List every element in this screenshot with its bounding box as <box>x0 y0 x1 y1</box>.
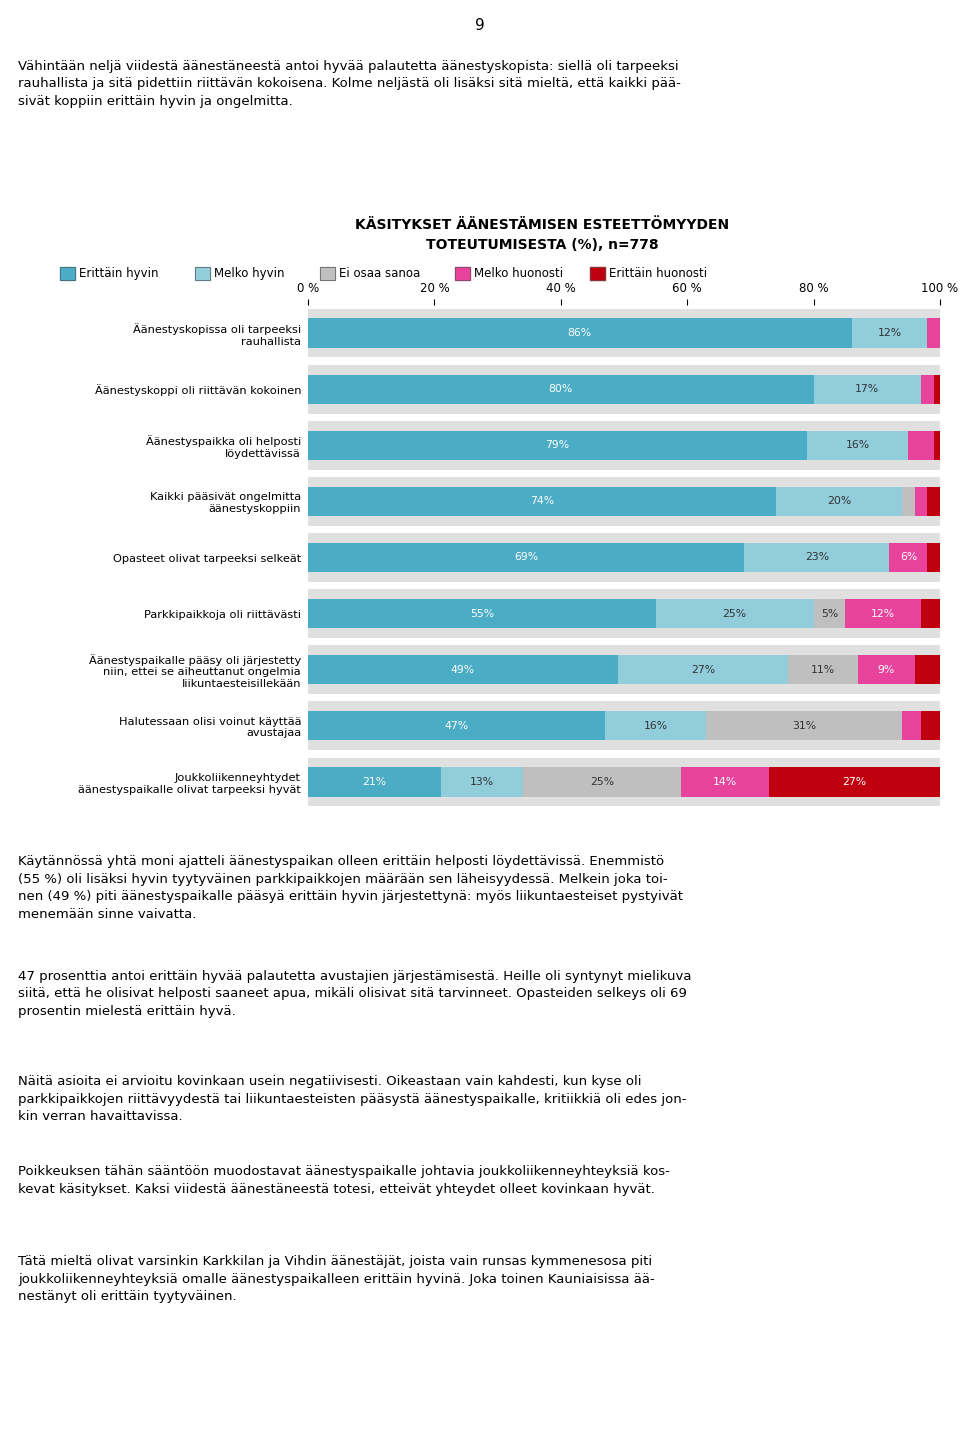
Bar <box>308 599 656 629</box>
Bar <box>921 711 940 741</box>
Text: 9: 9 <box>475 17 485 33</box>
Text: 25%: 25% <box>723 608 747 618</box>
Text: 74%: 74% <box>530 496 554 506</box>
Bar <box>927 319 940 348</box>
Text: Melko huonosti: Melko huonosti <box>474 266 564 279</box>
Bar <box>605 711 707 741</box>
Text: KÄSITYKSET ÄÄNESTÄMISEN ESTEETTÖMYYDEN: KÄSITYKSET ÄÄNESTÄMISEN ESTEETTÖMYYDEN <box>355 218 730 231</box>
Text: 21%: 21% <box>362 777 387 787</box>
Text: 13%: 13% <box>469 777 493 787</box>
Text: Tätä mieltä olivat varsinkin Karkkilan ja Vihdin äänestäjät, joista vain runsas : Tätä mieltä olivat varsinkin Karkkilan j… <box>18 1256 655 1304</box>
Bar <box>915 487 927 517</box>
Text: 5%: 5% <box>821 608 838 618</box>
Text: 16%: 16% <box>846 441 870 450</box>
Text: TOTEUTUMISESTA (%), n=778: TOTEUTUMISESTA (%), n=778 <box>426 239 659 252</box>
Bar <box>927 487 940 517</box>
Bar <box>908 431 934 460</box>
Bar <box>308 711 605 741</box>
Bar <box>813 599 845 629</box>
Text: 79%: 79% <box>545 441 569 450</box>
Bar <box>921 599 940 629</box>
Text: Ei osaa sanoa: Ei osaa sanoa <box>339 266 420 279</box>
Bar <box>776 487 902 517</box>
Bar <box>902 711 921 741</box>
Text: 80%: 80% <box>549 384 573 394</box>
Text: 27%: 27% <box>691 665 715 675</box>
Bar <box>744 543 889 572</box>
Bar <box>308 767 441 796</box>
Bar <box>617 655 788 684</box>
Text: 12%: 12% <box>877 327 901 338</box>
Text: 11%: 11% <box>811 665 835 675</box>
Bar <box>308 646 940 694</box>
Bar <box>308 758 940 806</box>
Text: Melko hyvin: Melko hyvin <box>214 266 285 279</box>
Bar <box>902 487 915 517</box>
Bar <box>927 543 940 572</box>
Bar <box>308 319 852 348</box>
Text: 47 prosenttia antoi erittäin hyvää palautetta avustajien järjestämisestä. Heille: 47 prosenttia antoi erittäin hyvää palau… <box>18 970 691 1018</box>
Bar <box>308 477 940 525</box>
Bar <box>889 543 927 572</box>
Bar <box>308 308 940 358</box>
Bar <box>441 767 523 796</box>
Text: 69%: 69% <box>514 553 539 563</box>
Text: 47%: 47% <box>444 720 468 730</box>
Bar <box>308 655 617 684</box>
Bar <box>813 374 921 403</box>
Text: 31%: 31% <box>792 720 816 730</box>
Text: 23%: 23% <box>804 553 828 563</box>
Text: 17%: 17% <box>855 384 879 394</box>
Bar <box>934 431 940 460</box>
Text: 27%: 27% <box>843 777 867 787</box>
Bar <box>308 487 776 517</box>
Bar <box>308 701 940 751</box>
Text: 55%: 55% <box>469 608 493 618</box>
Bar <box>308 543 744 572</box>
Bar <box>934 374 940 403</box>
Bar <box>769 767 940 796</box>
Text: 9%: 9% <box>877 665 895 675</box>
Text: Vähintään neljä viidestä äänestäneestä antoi hyvää palautetta äänestyskopista: s: Vähintään neljä viidestä äänestäneestä a… <box>18 60 681 108</box>
Text: 12%: 12% <box>871 608 895 618</box>
Bar <box>921 374 934 403</box>
Bar <box>308 589 940 639</box>
Text: Poikkeuksen tähän sääntöön muodostavat äänestyspaikalle johtavia joukkoliikenney: Poikkeuksen tähän sääntöön muodostavat ä… <box>18 1165 670 1196</box>
Bar <box>523 767 681 796</box>
Text: Käytännössä yhtä moni ajatteli äänestyspaikan olleen erittäin helposti löydettäv: Käytännössä yhtä moni ajatteli äänestysp… <box>18 856 683 921</box>
Bar <box>308 533 940 582</box>
Text: 16%: 16% <box>643 720 667 730</box>
Text: 20%: 20% <box>827 496 851 506</box>
Bar <box>707 711 902 741</box>
Text: Erittäin hyvin: Erittäin hyvin <box>80 266 158 279</box>
Bar <box>845 599 921 629</box>
Text: 49%: 49% <box>451 665 475 675</box>
Bar <box>308 374 813 403</box>
Text: 6%: 6% <box>900 553 917 563</box>
Bar <box>656 599 813 629</box>
Bar <box>681 767 769 796</box>
Text: Näitä asioita ei arvioitu kovinkaan usein negatiivisesti. Oikeastaan vain kahdes: Näitä asioita ei arvioitu kovinkaan usei… <box>18 1075 686 1123</box>
Bar <box>308 420 940 470</box>
Bar <box>788 655 858 684</box>
Bar <box>915 655 940 684</box>
Text: 14%: 14% <box>713 777 737 787</box>
Text: 86%: 86% <box>567 327 591 338</box>
Text: 25%: 25% <box>589 777 614 787</box>
Bar <box>807 431 908 460</box>
Bar <box>308 431 807 460</box>
Text: Erittäin huonosti: Erittäin huonosti <box>610 266 708 279</box>
Bar <box>308 365 940 413</box>
Bar <box>858 655 915 684</box>
Bar <box>852 319 927 348</box>
